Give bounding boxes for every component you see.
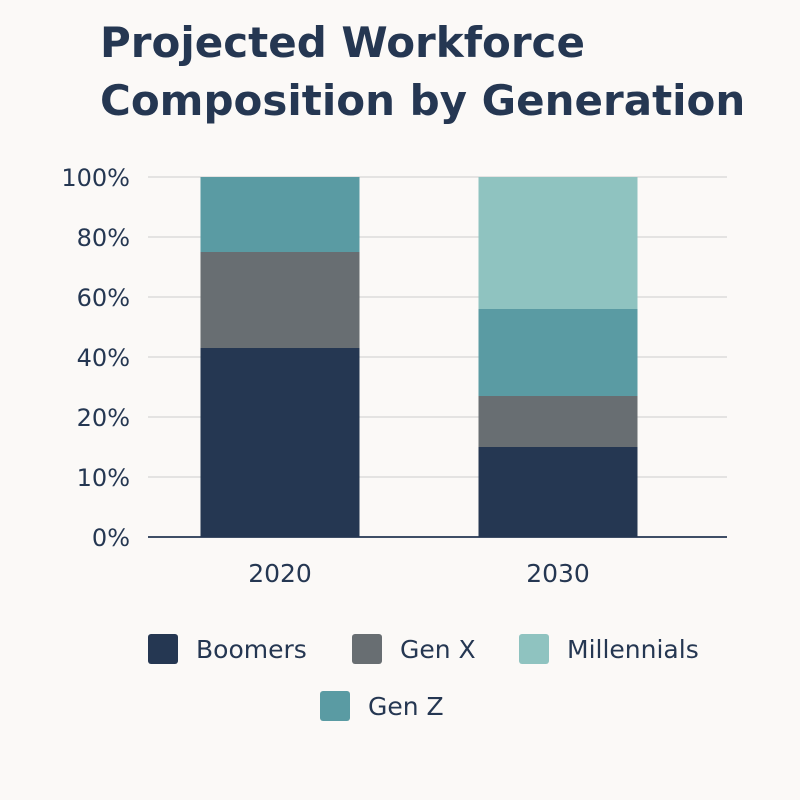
legend-item-millennials: Millennials: [519, 633, 699, 665]
legend-label: Gen Z: [368, 691, 444, 721]
bar-segment-gen-x-2020: [200, 252, 360, 348]
legend-item-boomers: Boomers: [148, 633, 307, 665]
bar-segment-gen-z-2030: [478, 309, 638, 396]
y-tick-label: 100%: [61, 164, 130, 192]
bar-segment-boomers-2030: [478, 447, 638, 537]
legend-swatch: [148, 634, 178, 664]
legend-label: Gen X: [400, 634, 476, 664]
legend-label: Millennials: [567, 634, 699, 664]
x-tick-label: 2030: [526, 559, 590, 588]
bar-segment-gen-z-2020: [200, 177, 360, 252]
x-tick-label: 2020: [248, 559, 312, 588]
y-tick-label: 60%: [77, 284, 130, 312]
legend-item-gen-z: Gen Z: [320, 690, 444, 722]
y-tick-label: 20%: [77, 404, 130, 432]
legend-swatch: [320, 691, 350, 721]
y-tick-label: 40%: [77, 344, 130, 372]
chart-title: Projected Workforce Composition by Gener…: [100, 18, 746, 125]
bar-segment-gen-x-2030: [478, 396, 638, 447]
legend-item-gen-x: Gen X: [352, 633, 476, 665]
bar-segment-boomers-2020: [200, 348, 360, 537]
y-tick-label: 80%: [77, 224, 130, 252]
y-tick-label: 0%: [92, 524, 130, 552]
legend-swatch: [519, 634, 549, 664]
y-tick-label: 10%: [77, 464, 130, 492]
legend-swatch: [352, 634, 382, 664]
legend-label: Boomers: [196, 634, 307, 664]
bar-segment-millennials-2030: [478, 177, 638, 309]
